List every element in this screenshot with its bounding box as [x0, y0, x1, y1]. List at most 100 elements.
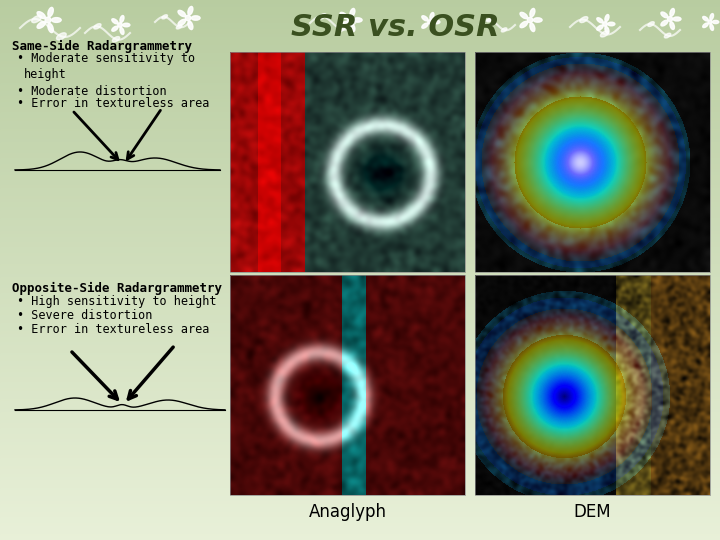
Bar	[0, 61, 720, 65]
Bar	[0, 126, 720, 130]
Circle shape	[428, 20, 432, 24]
Bar	[0, 334, 720, 338]
Ellipse shape	[487, 18, 492, 22]
Bar	[0, 415, 720, 419]
Bar	[0, 304, 720, 308]
Bar	[0, 264, 720, 267]
Ellipse shape	[32, 16, 42, 23]
Bar	[0, 520, 720, 524]
Bar	[0, 169, 720, 173]
Ellipse shape	[350, 9, 355, 17]
Ellipse shape	[37, 12, 45, 18]
Ellipse shape	[319, 14, 326, 19]
Ellipse shape	[112, 19, 118, 24]
Bar	[0, 239, 720, 243]
Bar	[0, 498, 720, 502]
Bar	[0, 536, 720, 540]
Bar	[0, 374, 720, 378]
Bar	[0, 331, 720, 335]
Bar	[0, 110, 720, 113]
Bar	[0, 501, 720, 505]
Bar	[475, 52, 710, 272]
Bar	[0, 234, 720, 238]
Ellipse shape	[530, 9, 535, 17]
Text: • Error in textureless area: • Error in textureless area	[17, 323, 210, 336]
Bar	[0, 102, 720, 105]
Ellipse shape	[120, 28, 124, 35]
Text: Same-Side Radargrammetry: Same-Side Radargrammetry	[12, 40, 192, 53]
Ellipse shape	[703, 16, 708, 21]
Bar	[0, 450, 720, 454]
Bar	[0, 196, 720, 200]
Ellipse shape	[94, 24, 101, 29]
Bar	[0, 463, 720, 467]
Ellipse shape	[501, 28, 507, 32]
Bar	[0, 58, 720, 62]
Bar	[0, 431, 720, 435]
Bar	[0, 75, 720, 78]
Bar	[0, 0, 720, 3]
Bar	[0, 301, 720, 305]
Ellipse shape	[430, 12, 434, 19]
Ellipse shape	[710, 14, 714, 20]
Bar	[0, 358, 720, 362]
Bar	[0, 34, 720, 38]
Bar	[0, 242, 720, 246]
Bar	[0, 164, 720, 167]
Bar	[0, 318, 720, 321]
Bar	[0, 447, 720, 451]
Ellipse shape	[340, 22, 348, 28]
Bar	[0, 172, 720, 176]
Bar	[0, 139, 720, 143]
Bar	[0, 531, 720, 535]
Text: • Error in textureless area: • Error in textureless area	[17, 97, 210, 110]
Bar	[0, 85, 720, 89]
Bar	[0, 312, 720, 316]
Ellipse shape	[661, 21, 667, 26]
Bar	[0, 7, 720, 11]
Bar	[0, 401, 720, 405]
Bar	[0, 493, 720, 497]
Bar	[0, 444, 720, 448]
Bar	[0, 466, 720, 470]
Bar	[230, 52, 465, 272]
Ellipse shape	[597, 18, 603, 23]
Bar	[0, 363, 720, 367]
Bar	[0, 253, 720, 256]
Bar	[0, 177, 720, 181]
Bar	[0, 161, 720, 165]
Bar	[0, 534, 720, 537]
Bar	[0, 145, 720, 148]
Ellipse shape	[670, 22, 675, 30]
Ellipse shape	[122, 23, 130, 27]
Bar	[0, 293, 720, 297]
Bar	[0, 153, 720, 157]
Ellipse shape	[188, 6, 193, 15]
Ellipse shape	[338, 26, 345, 32]
Bar	[0, 274, 720, 278]
Bar	[0, 455, 720, 459]
Bar	[0, 315, 720, 319]
Bar	[0, 12, 720, 16]
Bar	[0, 307, 720, 310]
Bar	[0, 380, 720, 383]
Bar	[0, 120, 720, 124]
Bar	[0, 528, 720, 532]
Bar	[0, 220, 720, 224]
Bar	[0, 385, 720, 389]
Bar	[0, 83, 720, 86]
Bar	[0, 180, 720, 184]
Ellipse shape	[712, 21, 719, 24]
Bar	[0, 388, 720, 392]
Bar	[0, 88, 720, 92]
Bar	[0, 23, 720, 27]
Bar	[0, 212, 720, 216]
Bar	[0, 399, 720, 402]
Bar	[0, 409, 720, 413]
Text: • Moderate distortion: • Moderate distortion	[17, 85, 166, 98]
Bar	[0, 355, 720, 359]
Bar	[0, 204, 720, 208]
Ellipse shape	[530, 23, 535, 31]
Bar	[0, 31, 720, 35]
Bar	[0, 423, 720, 427]
